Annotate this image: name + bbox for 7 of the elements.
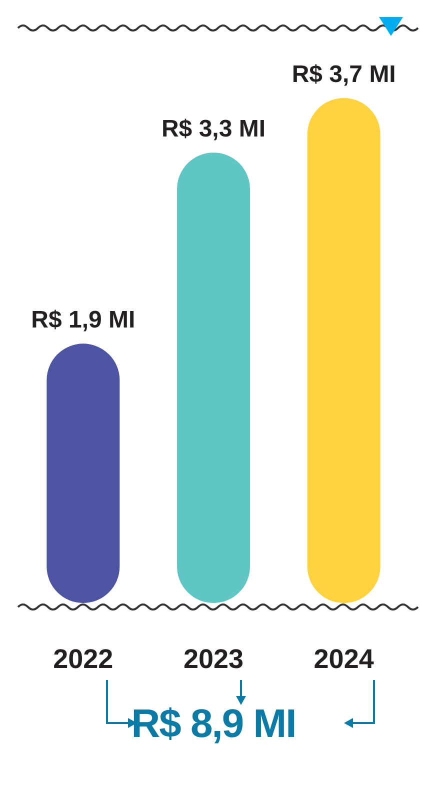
text: R$ 8,9 MI bbox=[130, 702, 297, 747]
x-tick-label: 2022 bbox=[53, 644, 114, 674]
data-label: R$ 3,7 MI bbox=[292, 61, 396, 88]
x-tick-label: 2023 bbox=[183, 644, 244, 674]
data-label: R$ 3,3 MI bbox=[161, 116, 266, 143]
x-tick-label: 2024 bbox=[314, 644, 374, 674]
data-label: R$ 1,9 MI bbox=[31, 306, 136, 334]
